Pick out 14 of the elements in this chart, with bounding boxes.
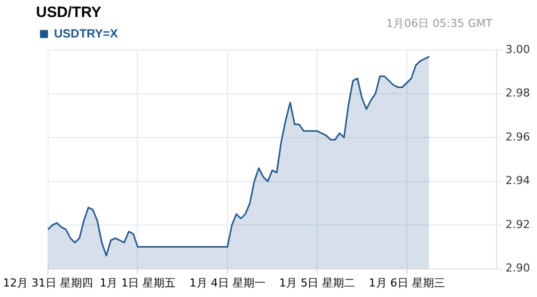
- text: 1月06日 05:35 GMT: [386, 16, 493, 30]
- legend-label: USDTRY=X: [54, 26, 118, 40]
- x-tick-label: 1月 1日 星期五: [100, 276, 176, 290]
- y-tick-label: 2.94: [506, 174, 530, 188]
- y-tick-label: 3.00: [506, 42, 530, 56]
- y-tick-label: 2.98: [506, 86, 530, 100]
- x-tick-label: 12月 31日 星期四: [2, 276, 93, 290]
- y-tick-label: 2.92: [506, 218, 530, 231]
- y-tick-label: 2.90: [506, 262, 530, 275]
- x-tick-label: 1月 4日 星期一: [189, 276, 266, 290]
- x-tick-label: 1月 6日 星期三: [368, 276, 445, 290]
- y-tick-label: 2.96: [506, 130, 530, 144]
- chart-title: USD/TRY: [36, 4, 102, 22]
- x-tick-label: 1月 5日 星期二: [279, 276, 356, 290]
